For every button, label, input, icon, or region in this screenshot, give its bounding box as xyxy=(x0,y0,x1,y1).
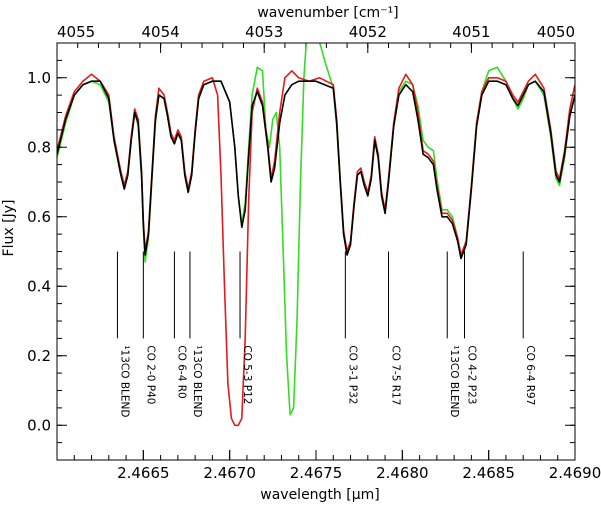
y-tick-label: 0.8 xyxy=(27,138,51,156)
x-axis-title: wavelength [µm] xyxy=(260,487,379,503)
x-tick-label: 2.4675 xyxy=(290,464,343,482)
line-id-label: ¹13CO BLEND xyxy=(118,345,130,417)
spectrum-line-0 xyxy=(57,80,575,260)
top-tick-label: 4051 xyxy=(452,23,490,41)
y-tick-label: 0.4 xyxy=(27,277,51,295)
top-tick-label: 4053 xyxy=(245,23,283,41)
line-id-label: CO 4-2 P23 xyxy=(465,345,477,404)
line-id-layer: ¹13CO BLEND CO 2-0 P40 CO 6-4 R0 ¹13CO BLEN… xyxy=(116,251,536,417)
y-tick-label: 0.2 xyxy=(27,347,51,365)
plot-frame xyxy=(56,42,576,461)
top-axis-title: wavenumber [cm⁻¹] xyxy=(257,5,398,21)
x-tick-label: 2.4670 xyxy=(203,464,256,482)
y-axis-title: Flux [Jy] xyxy=(1,200,17,257)
axes-layer: 2.4665 2.4670 2.4675 2.4680 2.4685 2.4690 0.0 0… xyxy=(27,42,601,482)
line-id-label: CO 7-5 R17 xyxy=(390,345,402,405)
top-tick-label: 4050 xyxy=(537,23,575,41)
line-id-label: CO 6-4 R97 xyxy=(524,345,536,405)
x-tick-label: 2.4665 xyxy=(117,464,170,482)
line-id-label: CO 6-4 R0 xyxy=(175,345,187,398)
line-id-label: CO 2-0 P40 xyxy=(144,345,156,404)
line-id-label: CO 5-3 P12 xyxy=(241,345,253,404)
x-tick-label: 2.4685 xyxy=(462,464,515,482)
top-tick-label: 4052 xyxy=(349,23,387,41)
x-tick-label: 2.4690 xyxy=(549,464,601,482)
spectrum-line-2 xyxy=(57,43,575,416)
y-tick-label: 0.6 xyxy=(27,208,51,226)
x-tick-label: 2.4680 xyxy=(376,464,429,482)
top-axis: 4055 4054 4053 4052 4051 4050 xyxy=(56,23,576,53)
y-tick-label: 1.0 xyxy=(27,69,51,87)
y-tick-label: 0.0 xyxy=(27,416,51,434)
line-id-label: ¹13CO BLEND xyxy=(191,345,203,417)
spectrum-line-1 xyxy=(57,70,575,427)
top-tick-label: 4054 xyxy=(142,23,180,41)
line-id-label: ¹13CO BLEND xyxy=(448,345,460,417)
series-layer xyxy=(57,43,575,427)
top-tick-label: 4055 xyxy=(57,23,95,41)
line-id-label: CO 3-1 P32 xyxy=(346,345,358,404)
